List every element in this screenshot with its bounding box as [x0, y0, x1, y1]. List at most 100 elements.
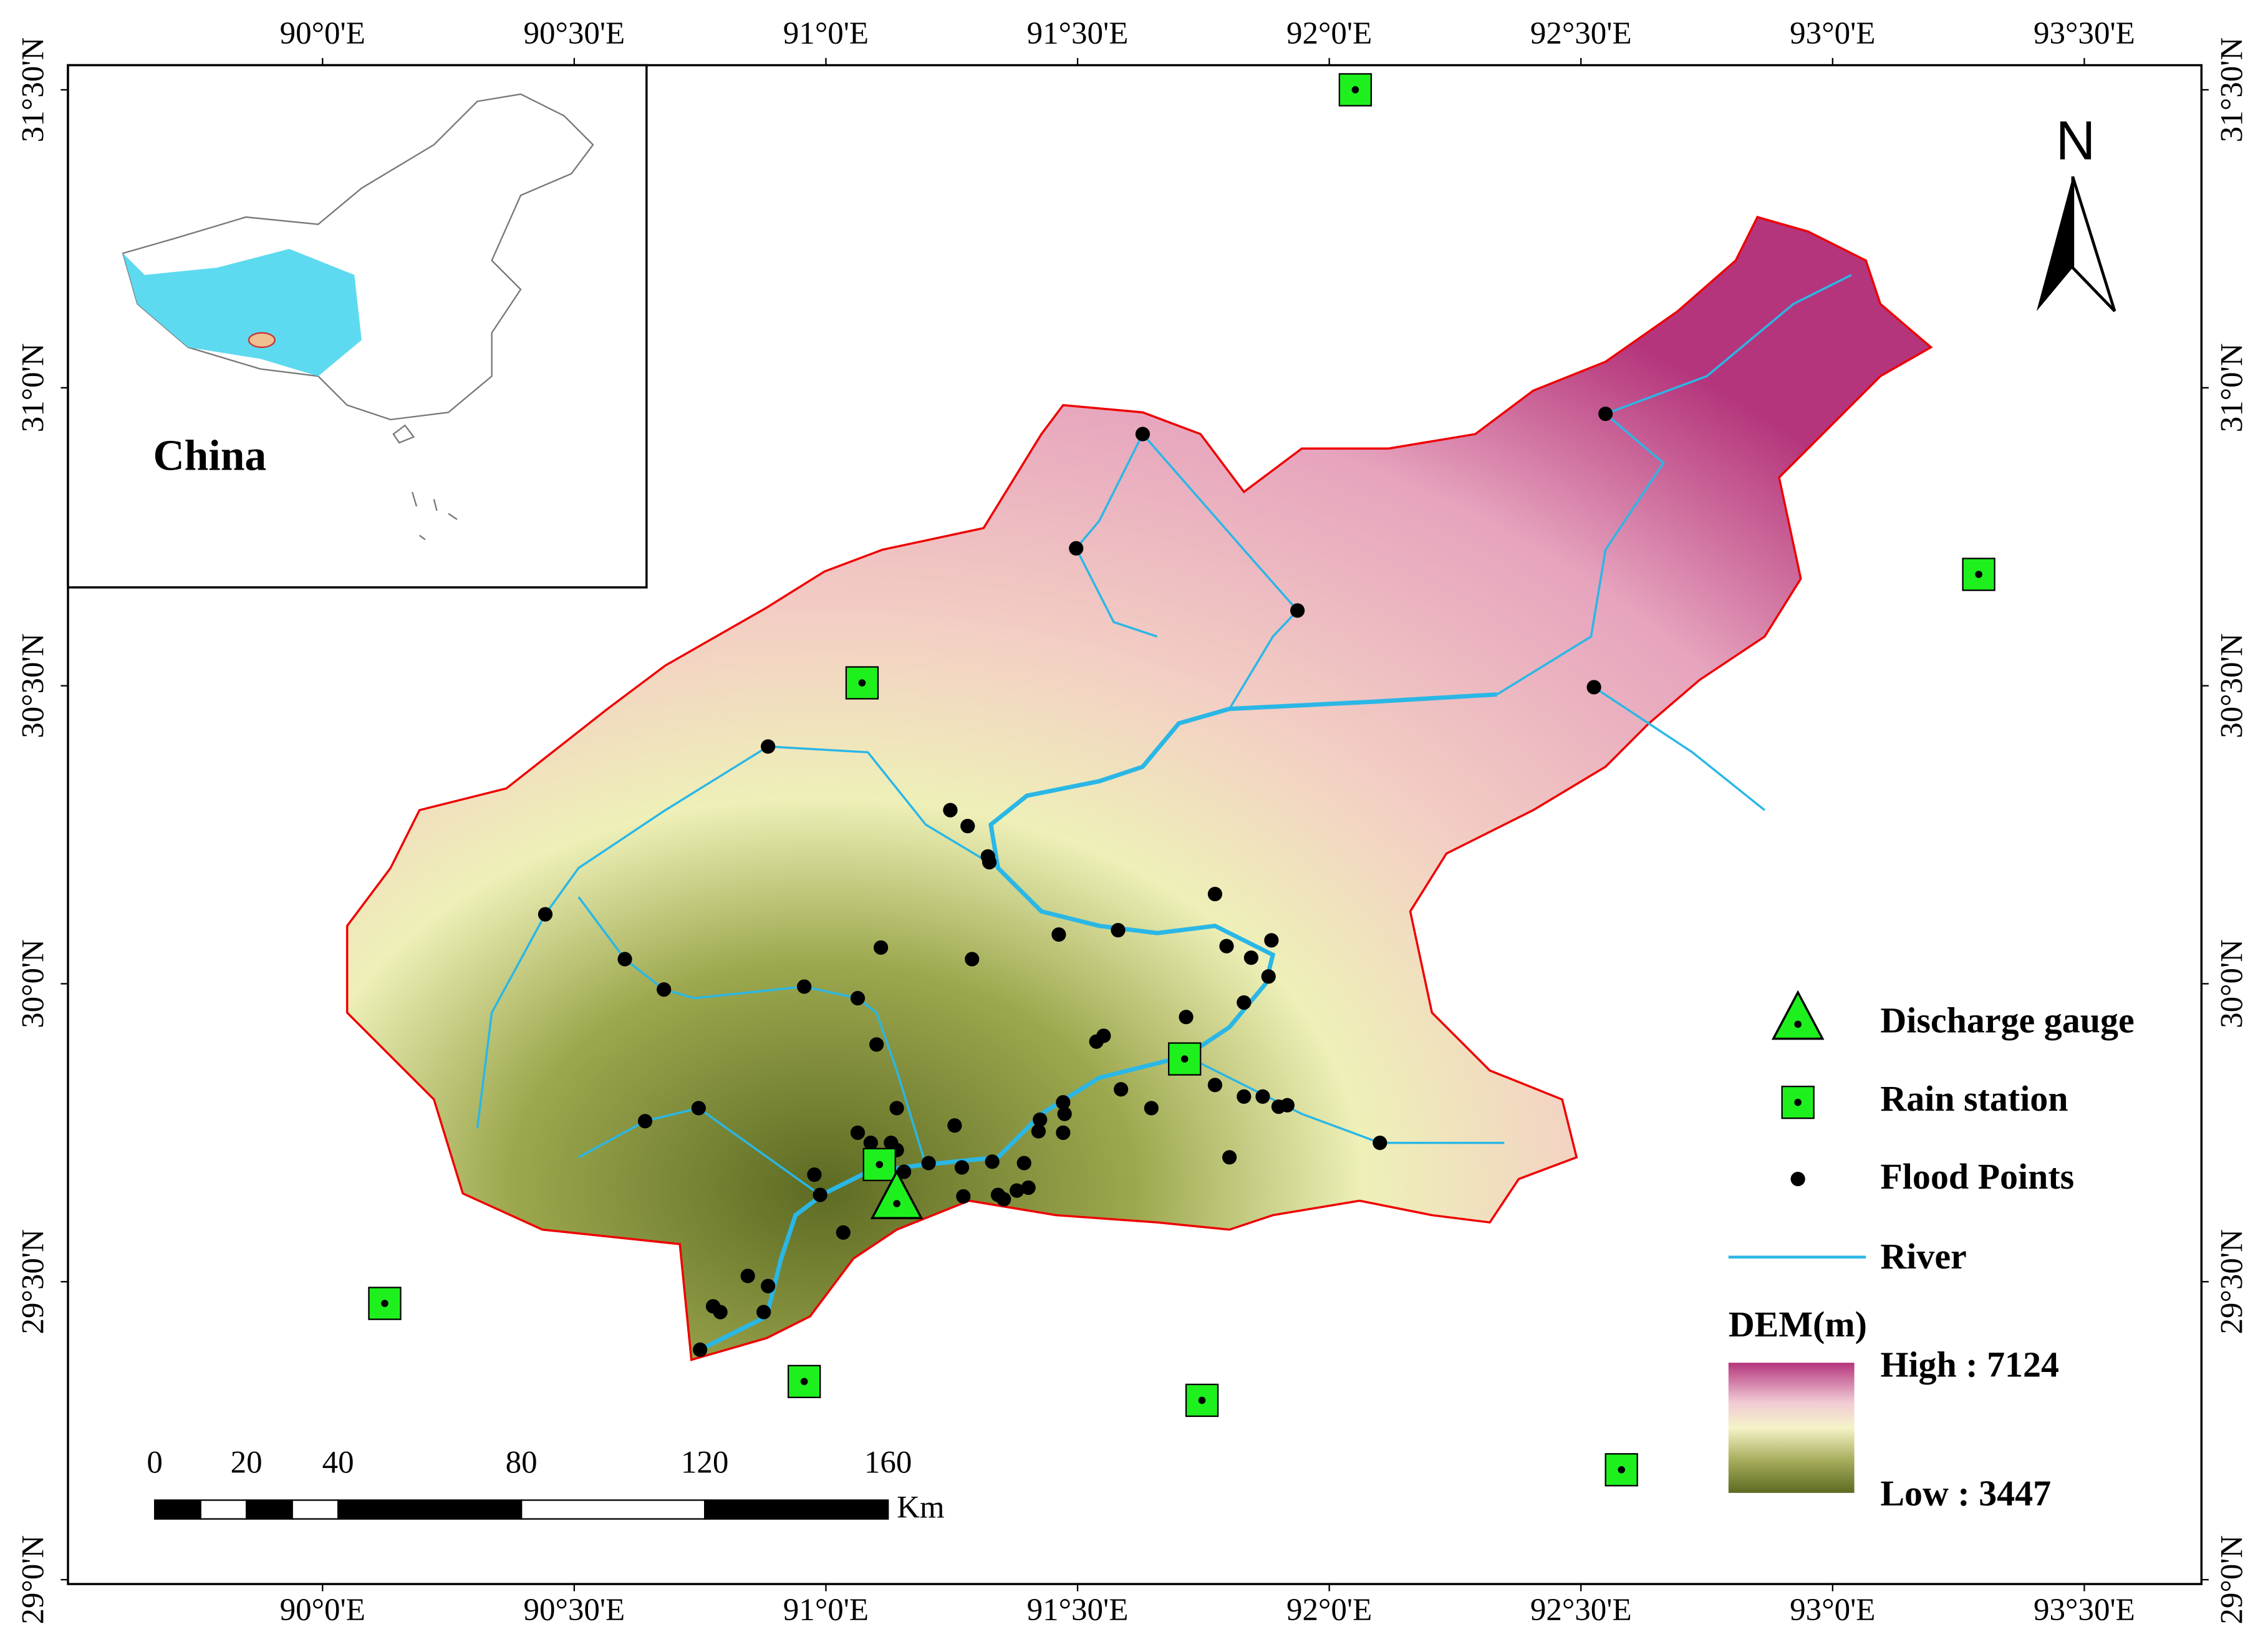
scale-unit: Km	[897, 1490, 945, 1525]
flood-point	[1373, 1135, 1387, 1151]
flood-point	[761, 739, 776, 754]
scale-segment	[291, 1499, 339, 1520]
longitude-label: 93°30'E	[2034, 1593, 2135, 1628]
legend-rain-station	[1794, 1098, 1802, 1106]
flood-point	[1237, 995, 1252, 1010]
scale-segment	[704, 1499, 889, 1520]
scale-label: 0	[147, 1446, 163, 1480]
flood-point	[1016, 1156, 1031, 1171]
flood-point	[637, 1114, 653, 1129]
flood-point	[807, 1167, 822, 1182]
flood-point	[873, 940, 889, 955]
flood-point	[965, 952, 980, 967]
flood-point	[1089, 1034, 1104, 1049]
flood-point	[657, 982, 672, 997]
dem-legend-ramp	[1728, 1363, 1855, 1493]
flood-point	[617, 952, 632, 967]
flood-point	[1237, 1089, 1252, 1104]
longitude-label: 90°0'E	[280, 1593, 365, 1628]
latitude-label: 29°0'N	[2214, 1535, 2249, 1625]
rain-station	[858, 679, 866, 687]
flood-point	[1219, 939, 1234, 954]
flood-point	[960, 819, 975, 834]
latitude-label: 29°30'N	[16, 1229, 51, 1334]
longitude-label: 92°0'E	[1286, 1593, 1372, 1628]
flood-point	[1033, 1112, 1048, 1128]
flood-point	[1586, 680, 1601, 695]
longitude-label: 90°30'E	[523, 1593, 625, 1628]
flood-point	[538, 907, 553, 922]
latitude-label: 29°30'N	[2214, 1229, 2249, 1334]
flood-point	[1031, 1124, 1046, 1139]
discharge-gauge	[870, 1169, 924, 1219]
flood-point	[1222, 1150, 1237, 1165]
watershed	[345, 216, 1933, 1361]
flood-point	[1255, 1089, 1270, 1104]
flood-point	[1290, 603, 1305, 618]
flood-point	[1056, 1125, 1071, 1140]
discharge-gauge	[1771, 990, 1825, 1040]
dem-high: High : 7124	[1880, 1345, 2059, 1385]
longitude-label: 90°30'E	[523, 16, 625, 51]
longitude-label: 91°30'E	[1027, 16, 1129, 51]
dem-low: Low : 3447	[1880, 1473, 2051, 1514]
legend-label: Rain station	[1880, 1078, 2068, 1119]
flood-point	[889, 1101, 904, 1116]
legend-label: Flood Points	[1880, 1156, 2074, 1197]
flood-point	[869, 1037, 884, 1052]
flood-point	[1144, 1101, 1159, 1116]
latitude-label: 31°30'N	[2214, 37, 2249, 142]
flood-point	[947, 1118, 962, 1133]
flood-point	[713, 1305, 728, 1320]
scale-segment	[521, 1499, 706, 1520]
rain-station	[876, 1161, 884, 1169]
flood-point	[1179, 1010, 1194, 1025]
flood-point	[1111, 923, 1126, 938]
rain-station	[1198, 1396, 1206, 1404]
flood-point	[797, 979, 812, 994]
latitude-label: 31°30'N	[16, 37, 51, 142]
legend-label: Discharge gauge	[1880, 1000, 2134, 1041]
flood-point	[863, 1135, 878, 1151]
legend-flood-point	[1790, 1171, 1805, 1187]
flood-point	[956, 1189, 971, 1204]
longitude-label: 91°30'E	[1027, 1593, 1129, 1628]
scale-label: 40	[322, 1446, 354, 1480]
longitude-label: 92°0'E	[1286, 16, 1372, 51]
rain-station	[845, 666, 879, 700]
flood-point	[691, 1101, 706, 1116]
flood-point	[1056, 1095, 1071, 1110]
scale-label: 80	[506, 1446, 538, 1480]
scale-segment	[246, 1499, 293, 1520]
flood-point	[693, 1342, 708, 1357]
latitude-label: 30°30'N	[2214, 633, 2249, 738]
rain-station	[1180, 1055, 1189, 1063]
flood-point	[943, 803, 958, 818]
scale-label: 160	[864, 1446, 912, 1480]
scale-segment	[200, 1499, 248, 1520]
longitude-label: 93°30'E	[2034, 16, 2135, 51]
latitude-label: 29°0'N	[16, 1535, 51, 1625]
flood-point	[850, 1125, 866, 1140]
north-arrow	[2036, 176, 2073, 311]
rain-station	[800, 1378, 808, 1386]
rain-station	[1618, 1466, 1625, 1474]
flood-point	[1135, 427, 1151, 442]
flood-point	[921, 1156, 936, 1171]
flood-point	[1021, 1180, 1036, 1195]
north-arrow	[2071, 176, 2116, 312]
flood-point	[756, 1305, 771, 1320]
flood-point	[1207, 887, 1222, 902]
flood-point	[1261, 969, 1276, 984]
inset-map	[67, 64, 648, 589]
flood-point	[954, 1160, 970, 1175]
latitude-label: 31°0'N	[16, 343, 51, 432]
longitude-label: 92°30'E	[1530, 16, 1632, 51]
longitude-label: 93°0'E	[1790, 1593, 1875, 1628]
latitude-label: 30°0'N	[2214, 939, 2249, 1028]
flood-point	[836, 1225, 851, 1240]
flood-point	[1010, 1183, 1025, 1198]
scale-segment	[337, 1499, 523, 1520]
flood-point	[761, 1278, 776, 1293]
